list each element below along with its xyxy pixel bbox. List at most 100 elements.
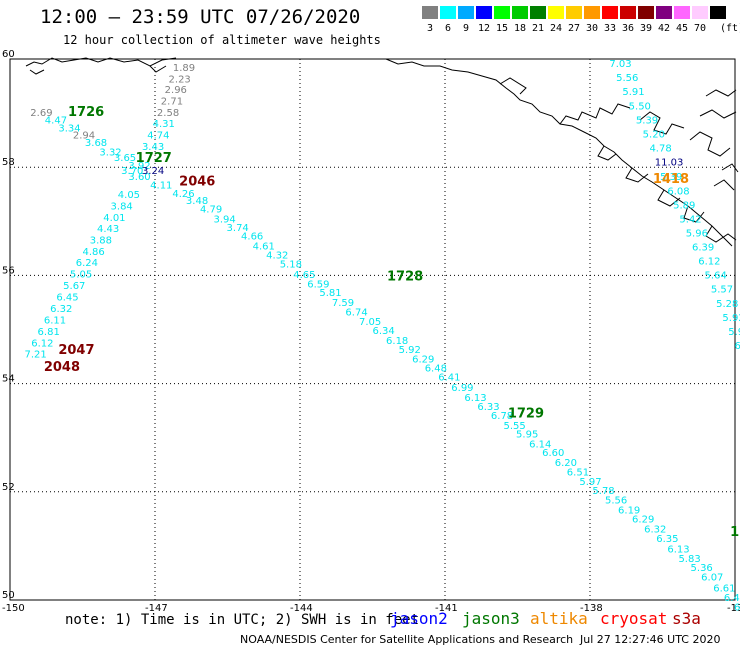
scale-label: 6 bbox=[445, 23, 452, 34]
wave-height-value: 4.74 bbox=[147, 131, 169, 142]
scale-swatch bbox=[494, 6, 510, 19]
scale-label: 33 bbox=[604, 23, 617, 34]
wave-height-value: 6.74 bbox=[345, 307, 367, 318]
scale-label: 45 bbox=[676, 23, 689, 34]
wave-height-value: 6.18 bbox=[386, 336, 408, 347]
track-west-gray: 2.69 2.94 bbox=[30, 108, 95, 142]
wave-height-value: 5.55 bbox=[503, 421, 525, 432]
scale-label: 21 bbox=[532, 23, 545, 34]
scale-label: 12 bbox=[478, 23, 491, 34]
track-west-cyan: 4.473.34 3.683.323.653.923.703.604.11 bbox=[45, 115, 173, 191]
wave-height-value: 3.94 bbox=[213, 214, 235, 225]
scale-swatch bbox=[548, 6, 564, 19]
wave-height-value: 6.07 bbox=[701, 573, 723, 584]
coastline bbox=[25, 57, 739, 247]
wave-height-value: 5.89 bbox=[673, 200, 695, 211]
wave-height-value: 6.32 bbox=[644, 524, 666, 535]
wave-height-value: 3.34 bbox=[58, 123, 80, 134]
wave-height-value: 6.41 bbox=[724, 593, 740, 604]
wave-height-value: 5.50 bbox=[629, 101, 651, 112]
track-diagonal-cyan: 4.263.484.793.943.744.664.614.325.184.65… bbox=[172, 189, 740, 613]
wave-height-value: 6.33 bbox=[477, 402, 499, 413]
scale-label: 70 bbox=[694, 23, 707, 34]
lat-tick-label: 52 bbox=[2, 482, 15, 493]
wave-height-value: 4.78 bbox=[649, 144, 671, 155]
wave-height-value: 2.94 bbox=[73, 131, 95, 142]
scale-label: 18 bbox=[514, 23, 527, 34]
wave-height-value: 4.05 bbox=[118, 190, 140, 201]
scale-units-label: (ft) bbox=[720, 23, 740, 34]
lat-lon-grid: -150 -147 -144 -141 -138 -13 60 58 56 54 52 50 bbox=[2, 49, 740, 614]
wave-height-value: 4.26 bbox=[172, 189, 194, 200]
lon-tick-label: -141 bbox=[435, 603, 458, 614]
wave-height-value: 5.83 bbox=[678, 554, 700, 565]
scale-label: 24 bbox=[550, 23, 563, 34]
wave-height-value: 3.65 bbox=[114, 153, 136, 164]
lon-tick-label: -144 bbox=[290, 603, 313, 614]
pass-time-label: 1730 bbox=[730, 525, 740, 540]
wave-height-value: 4.65 bbox=[293, 270, 315, 281]
wave-height-value: 6.41 bbox=[438, 372, 460, 383]
pass-time-labels: 1726172720461728204720481418141717291730 bbox=[44, 105, 740, 540]
scale-swatch bbox=[602, 6, 618, 19]
scale-label: 3 bbox=[427, 23, 434, 34]
scale-swatch bbox=[584, 6, 600, 19]
wave-height-value: 6.13 bbox=[464, 393, 486, 404]
scale-swatch bbox=[620, 6, 636, 19]
wave-height-value: 11.03 bbox=[655, 158, 684, 169]
wave-height-value: 4.43 bbox=[97, 224, 119, 235]
wave-height-value: 3.24 bbox=[142, 166, 164, 177]
wave-height-value: 5.92 bbox=[399, 345, 421, 356]
scale-swatch bbox=[512, 6, 528, 19]
wave-height-value: 2.69 bbox=[30, 108, 52, 119]
wave-height-value: 6.20 bbox=[555, 458, 577, 469]
satellite-legend-altika: altika bbox=[530, 609, 588, 628]
scale-swatch bbox=[566, 6, 582, 19]
track-northwest-cyan: 4.314.743.43 bbox=[142, 119, 175, 153]
wave-height-value: 6.78 bbox=[491, 411, 513, 422]
wave-height-value: 5.42 bbox=[679, 214, 701, 225]
satellite-legend-s3a: s3a bbox=[672, 609, 701, 628]
lon-tick-label: -150 bbox=[2, 603, 25, 614]
scale-swatch bbox=[692, 6, 708, 19]
wave-height-value: 5.95 bbox=[516, 430, 538, 441]
scale-label: 42 bbox=[658, 23, 671, 34]
wave-height-value: 6.51 bbox=[567, 468, 589, 479]
lat-tick-label: 56 bbox=[2, 265, 15, 276]
wave-height-value: 2.96 bbox=[165, 85, 187, 96]
pass-time-label: 1728 bbox=[387, 269, 423, 284]
wave-height-value: 6.51 bbox=[735, 341, 740, 352]
wave-height-value: 5.56 bbox=[605, 496, 627, 507]
wave-height-value: 6.12 bbox=[698, 257, 720, 268]
wave-height-value: 6.45 bbox=[56, 292, 78, 303]
wave-height-value: 7.05 bbox=[359, 317, 381, 328]
lat-tick-label: 54 bbox=[2, 374, 15, 385]
track-west-navy: 3.24 bbox=[142, 166, 164, 177]
scale-swatch bbox=[710, 6, 726, 19]
track-southwest-cyan: 4.053.844.014.433.884.866.245.055.676.45… bbox=[25, 190, 141, 361]
satellite-legend-jason3: jason3 bbox=[462, 609, 520, 628]
wave-height-value: 4.01 bbox=[103, 213, 125, 224]
wave-height-value: 5.39 bbox=[660, 172, 682, 183]
wave-height-value: 3.68 bbox=[85, 138, 107, 149]
pass-time-label: 1726 bbox=[68, 105, 104, 120]
satellite-legend-cryosat: cryosat bbox=[600, 609, 668, 628]
scale-label: 30 bbox=[586, 23, 599, 34]
wave-height-value: 4.47 bbox=[45, 115, 67, 126]
wave-height-value: 6.24 bbox=[76, 258, 98, 269]
wave-height-value: 6.99 bbox=[451, 383, 473, 394]
wave-height-value: 3.92 bbox=[128, 161, 150, 172]
wave-height-value: 3.60 bbox=[128, 172, 150, 183]
wave-height-value: 5.96 bbox=[686, 228, 708, 239]
satellite-legend-jason2: jason2 bbox=[390, 609, 448, 628]
wave-height-value: 6.81 bbox=[38, 327, 60, 338]
scale-label: 9 bbox=[463, 23, 470, 34]
wave-height-value: 3.70 bbox=[121, 166, 143, 177]
wave-height-value: 6.14 bbox=[529, 439, 551, 450]
wave-height-value: 6.13 bbox=[667, 544, 689, 555]
wave-height-value: 5.05 bbox=[70, 270, 92, 281]
wave-height-value: 6.40 bbox=[734, 602, 740, 613]
lat-tick-label: 50 bbox=[2, 590, 15, 601]
wave-height-value: 4.32 bbox=[266, 251, 288, 262]
